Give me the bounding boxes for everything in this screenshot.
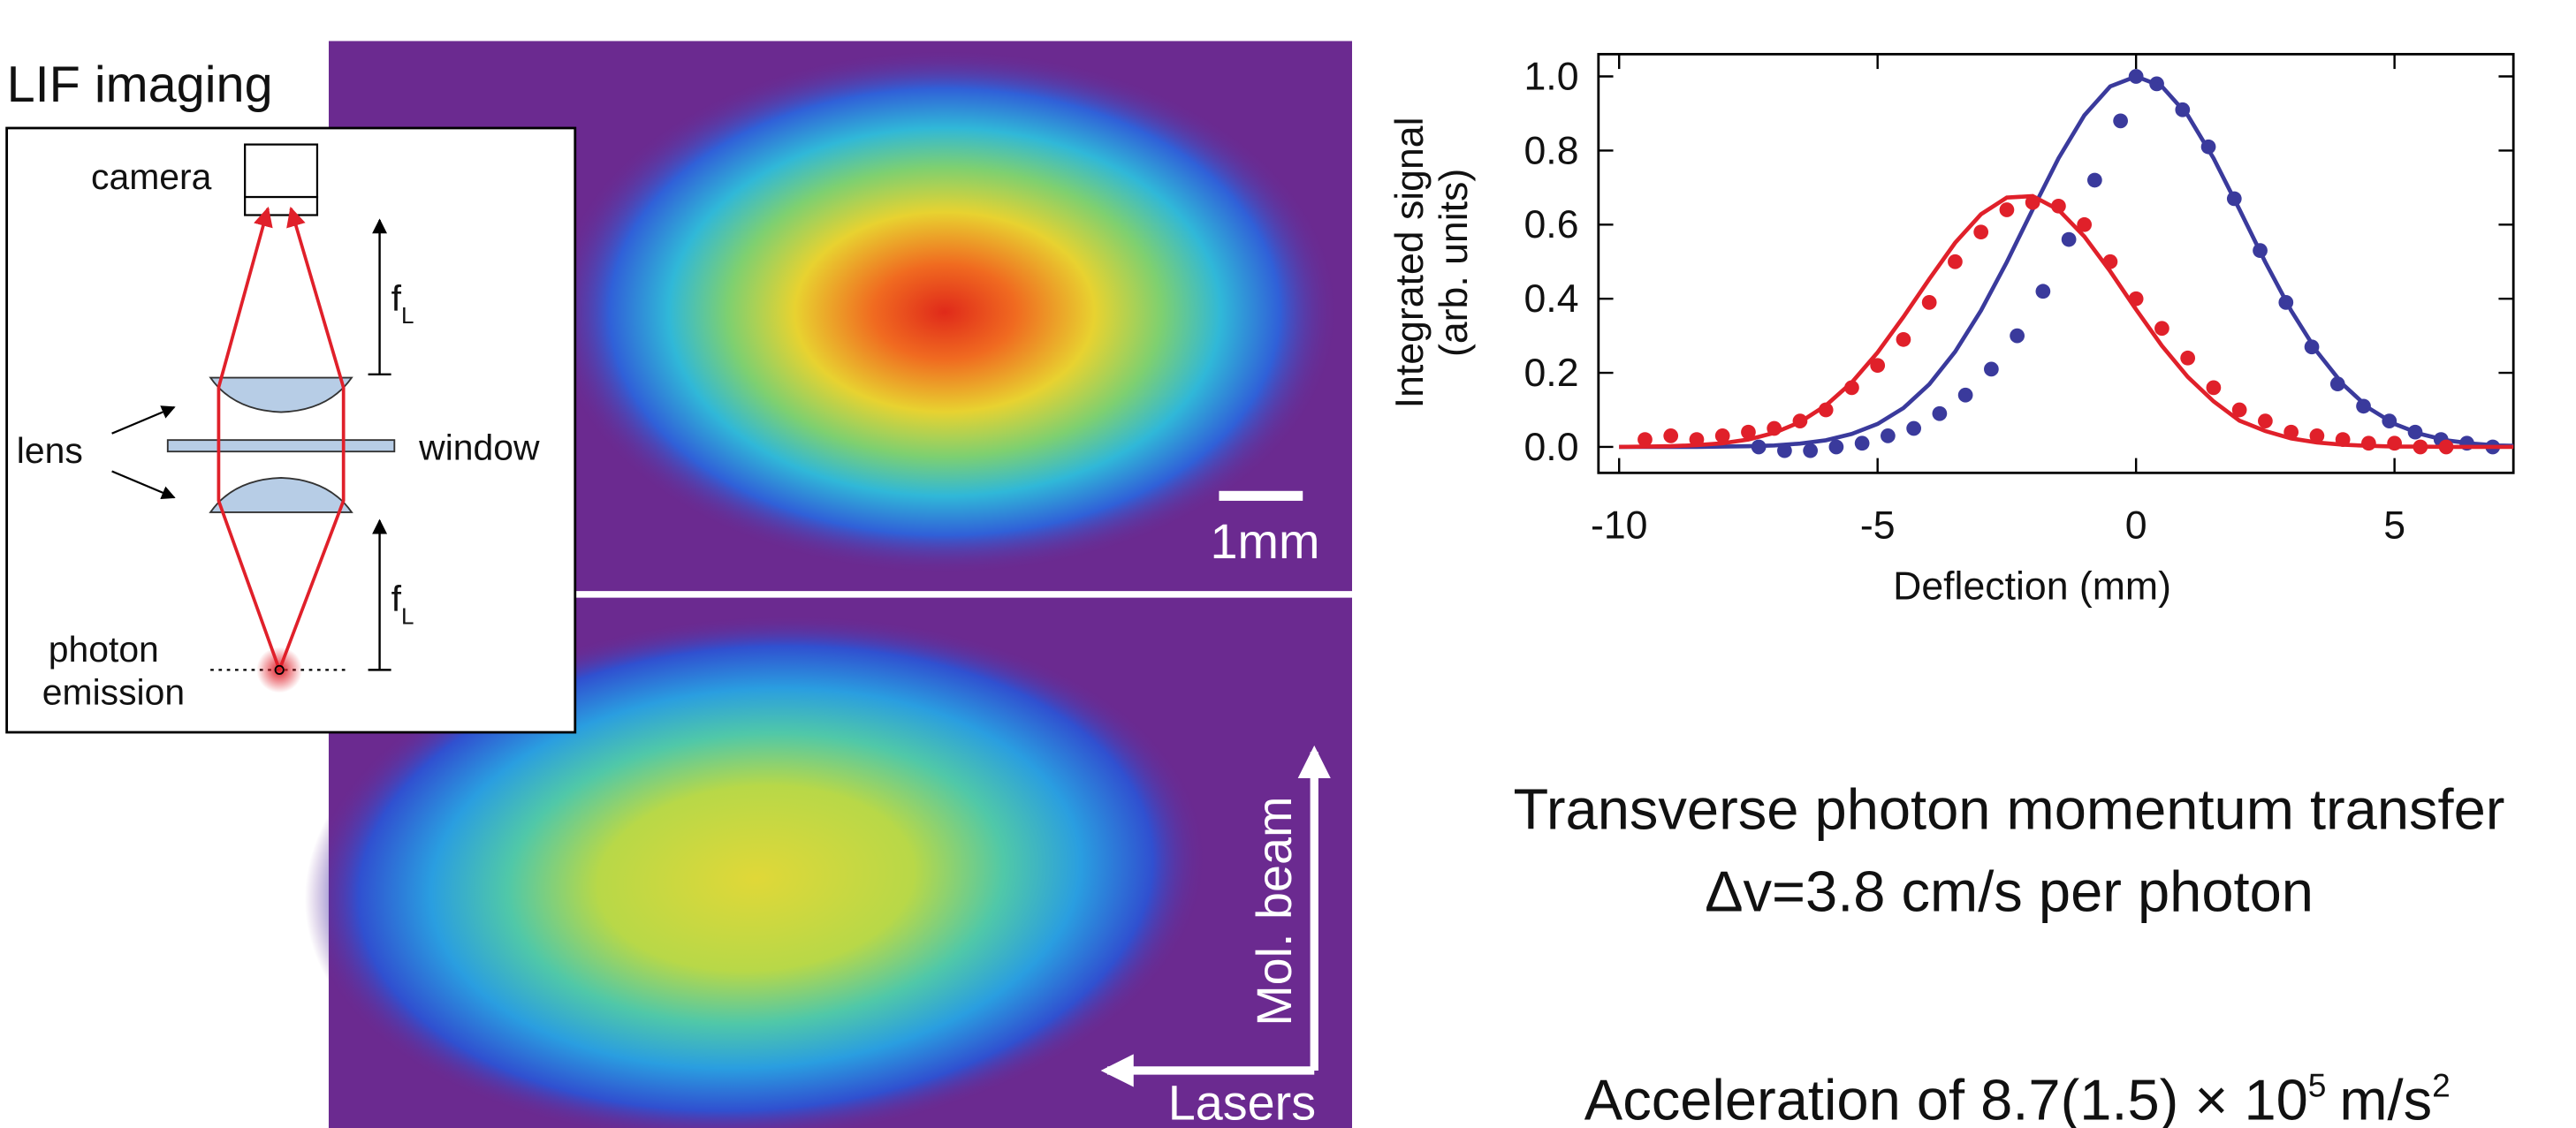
data-point [2077,216,2093,232]
panel-title: LIF imaging [7,57,273,113]
data-point [1638,432,1653,447]
focal-label: fL [391,277,414,329]
data-point [2258,413,2273,428]
y-axis-label: (arb. units) [1432,169,1476,357]
data-point [2154,321,2169,337]
lens-lower [209,476,353,513]
cloud-top [550,49,1340,575]
beam-label: Mol. beam [1247,796,1302,1026]
data-point [2113,113,2128,129]
focal-symbol: f [391,277,402,318]
scale-bar [1219,490,1303,501]
data-point [1828,439,1844,455]
setup-diagram: camera fL fL lens window photon emission [5,126,577,734]
statement: Δv=3.8 cm/s per photon [1705,859,2314,924]
data-point [1957,387,1973,403]
emission-label: emission [42,671,185,712]
window-label: window [418,427,540,467]
lif-images: 1mm Mol. beam Lasers [304,41,1352,1128]
exponent: 2 [2432,1067,2451,1104]
x-tick-label: 0 [2125,504,2147,548]
acceleration-text: Acceleration of 8.7(1.5) × 10 [1584,1068,2308,1128]
data-point [2206,380,2222,396]
focal-subscript: L [401,602,414,629]
diagram-box [5,126,577,734]
camera-sensor [244,195,319,216]
emission-glow [256,647,303,693]
plot-frame [1597,52,2515,474]
camera-label: camera [91,156,212,197]
ray-right [277,206,346,671]
fit-line [1619,193,2514,450]
data-point [1999,202,2015,217]
data-point [2086,172,2102,188]
acceleration: Acceleration of 8.7(1.5) × 105 m/s2 [1584,1067,2451,1128]
camera [244,143,319,199]
y-tick-label: 0.4 [1524,277,1578,321]
data-point [1921,295,1937,310]
data-point [1932,405,1948,421]
data-point [1803,443,1819,458]
emission-label: photon [49,629,159,670]
y-tick-label: 0.0 [1524,426,1578,469]
ray-left [217,206,281,671]
title-backdrop [0,41,329,128]
y-tick-label: 0.6 [1524,203,1578,246]
data-point [2010,328,2025,344]
statement: Transverse photon momentum transfer [1514,777,2505,842]
laser-label: Lasers [1168,1076,1316,1128]
data-point [1948,254,1963,269]
y-axis-label: Integrated signal [1388,117,1432,408]
data-point [1896,331,1911,347]
x-axis-label: Deflection (mm) [1893,564,2171,608]
data-point [2231,402,2247,418]
scale-label: 1mm [1211,514,1320,569]
data-point [1973,224,1989,240]
data-point [1870,358,1886,374]
x-tick-label: -5 [1860,504,1896,548]
lens-pointer [111,405,176,435]
data-point [2035,284,2051,299]
fit-line [1619,74,2514,450]
window [166,439,396,453]
y-tick-label: 1.0 [1524,55,1578,98]
y-tick-label: 0.8 [1524,129,1578,172]
x-tick-label: 5 [2383,504,2405,548]
data-point [1906,420,1921,436]
lens-label: lens [17,430,83,471]
data-point [2309,428,2325,443]
focal-subscript: L [401,302,414,329]
data-point [2361,435,2376,451]
focal-symbol: f [391,578,402,618]
lens-pointer [111,470,176,499]
exponent: 5 [2308,1067,2327,1104]
data-point [1881,428,1896,443]
data-point [1854,435,1870,451]
y-tick-label: 0.2 [1524,352,1578,395]
data-point [2180,350,2196,366]
lens-upper [209,376,353,413]
focal-label: fL [391,578,414,629]
emission-point [274,664,285,675]
cloud-bottom [304,614,1207,1128]
data-point [1984,361,1999,377]
data-point [1663,428,1679,443]
data-point [1714,428,1730,443]
x-tick-label: -10 [1591,504,1647,548]
unit: m/s [2339,1068,2432,1128]
data-point [2061,231,2077,247]
data-point [1741,424,1756,440]
chart: Deflection (mm) Integrated signal (arb. … [1388,52,2515,608]
